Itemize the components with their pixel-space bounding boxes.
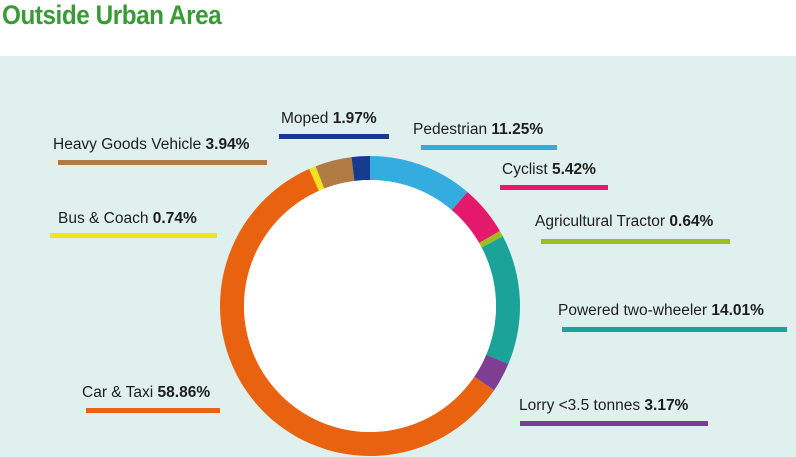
slice-lorry-3-5-tonnes <box>474 354 509 391</box>
label-bus-coach: Bus & Coach 0.74% <box>58 210 197 228</box>
label-moped: Moped 1.97% <box>281 110 377 128</box>
donut-hole <box>244 180 496 432</box>
label-bar-pedestrian <box>421 145 557 150</box>
label-name-lorry-3-5-tonnes: Lorry <3.5 tonnes <box>519 397 641 414</box>
label-name-agricultural-tractor: Agricultural Tractor <box>535 213 666 230</box>
label-value-moped: 1.97% <box>332 110 377 127</box>
label-value-pedestrian: 11.25% <box>491 121 544 138</box>
slice-heavy-goods-vehicle <box>315 157 355 189</box>
label-value-agricultural-tractor: 0.64% <box>669 213 714 230</box>
label-value-car-taxi: 58.86% <box>157 384 211 401</box>
label-bar-car-taxi <box>86 408 220 413</box>
label-value-heavy-goods-vehicle: 3.94% <box>205 136 250 153</box>
label-name-pedestrian: Pedestrian <box>413 121 488 138</box>
label-name-car-taxi: Car & Taxi <box>82 384 154 401</box>
label-value-cyclist: 5.42% <box>551 161 596 178</box>
label-name-cyclist: Cyclist <box>502 161 548 178</box>
label-car-taxi: Car & Taxi 58.86% <box>82 384 210 402</box>
label-name-bus-coach: Bus & Coach <box>58 210 149 227</box>
label-bar-cyclist <box>500 185 608 190</box>
label-cyclist: Cyclist 5.42% <box>502 161 596 179</box>
label-bar-bus-coach <box>50 233 217 238</box>
label-bar-heavy-goods-vehicle <box>58 160 267 165</box>
label-heavy-goods-vehicle: Heavy Goods Vehicle 3.94% <box>53 136 249 154</box>
slice-moped <box>351 156 370 181</box>
label-bar-moped <box>279 134 389 139</box>
label-bar-powered-two-wheeler <box>562 327 787 332</box>
label-value-powered-two-wheeler: 14.01% <box>711 302 764 319</box>
slice-agricultural-tractor <box>479 231 503 248</box>
slice-cyclist <box>451 191 500 244</box>
label-pedestrian: Pedestrian 11.25% <box>413 121 543 139</box>
chart-title: Outside Urban Area <box>2 0 222 30</box>
label-agricultural-tractor: Agricultural Tractor 0.64% <box>535 213 713 231</box>
label-powered-two-wheeler: Powered two-wheeler 14.01% <box>558 302 764 320</box>
label-bar-lorry-3-5-tonnes <box>520 421 708 426</box>
slice-pedestrian <box>370 156 468 211</box>
label-name-moped: Moped <box>281 110 329 127</box>
label-name-powered-two-wheeler: Powered two-wheeler <box>558 302 708 319</box>
label-value-lorry-3-5-tonnes: 3.17% <box>644 397 689 414</box>
slice-bus-coach <box>309 166 325 191</box>
slice-powered-two-wheeler <box>481 236 520 365</box>
label-value-bus-coach: 0.74% <box>152 210 197 227</box>
label-name-heavy-goods-vehicle: Heavy Goods Vehicle <box>53 136 202 153</box>
label-lorry-3-5-tonnes: Lorry <3.5 tonnes 3.17% <box>519 397 688 415</box>
label-bar-agricultural-tractor <box>541 239 730 244</box>
